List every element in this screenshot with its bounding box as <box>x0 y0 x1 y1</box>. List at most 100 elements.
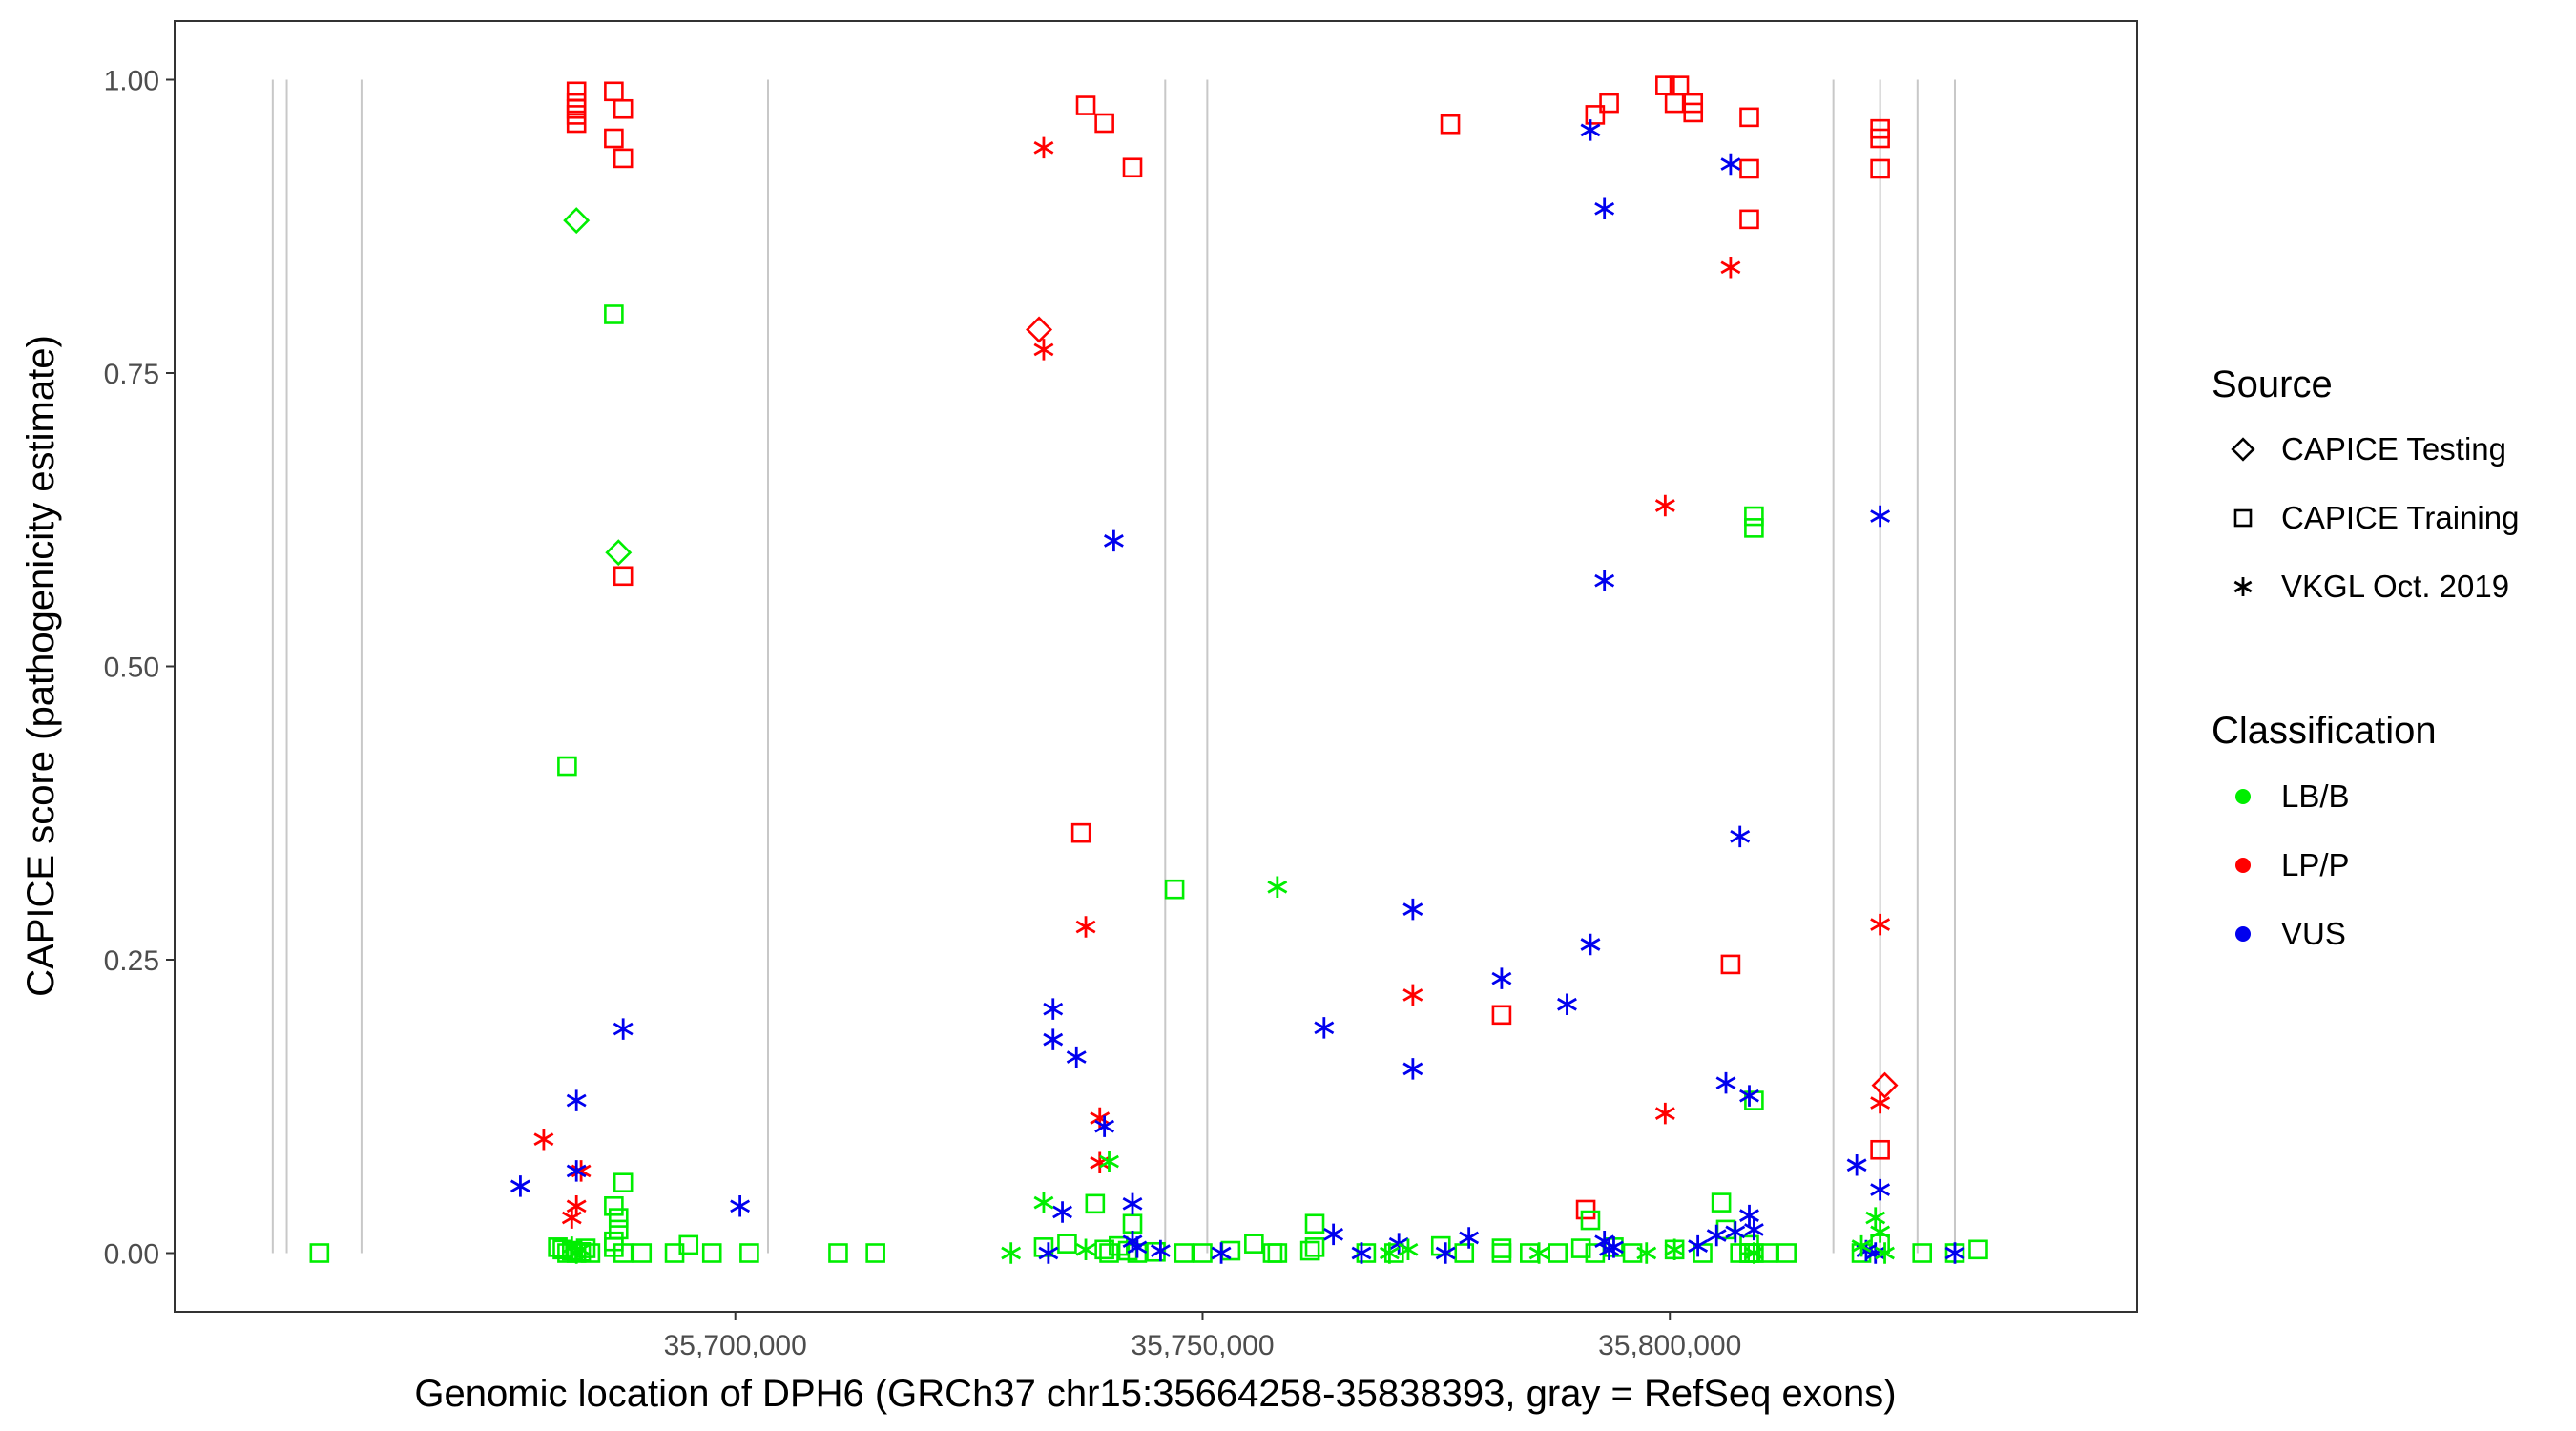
data-point <box>1875 1242 1895 1264</box>
legend-key-diamond <box>2231 437 2255 462</box>
data-point <box>1075 95 1096 115</box>
data-point <box>566 1195 587 1217</box>
data-point <box>739 1243 759 1263</box>
data-point <box>1459 1227 1480 1249</box>
data-point <box>1491 1238 1512 1258</box>
x-tick-label: 35,800,000 <box>1598 1330 1741 1361</box>
data-point <box>1402 898 1423 921</box>
data-point <box>1594 570 1615 591</box>
data-point <box>557 756 577 777</box>
data-point <box>730 1195 751 1217</box>
data-point <box>1912 1243 1933 1263</box>
data-point <box>1440 114 1461 135</box>
data-point <box>1776 1243 1797 1263</box>
data-point <box>1739 107 1759 128</box>
data-point <box>1870 128 1890 149</box>
data-point <box>1730 825 1751 848</box>
data-point <box>1570 1238 1591 1258</box>
x-axis: 35,700,000 35,750,000 35,800,000 <box>664 1312 1741 1361</box>
data-point <box>828 1243 848 1263</box>
y-tick-label: 0.00 <box>104 1239 159 1271</box>
data-point <box>1870 1139 1890 1160</box>
data-point <box>1057 1234 1077 1254</box>
data-point <box>1944 1242 1965 1264</box>
data-point <box>1066 1046 1087 1068</box>
legend-title-source: Source <box>2212 363 2333 405</box>
data-point <box>1739 209 1759 230</box>
data-point <box>1435 1242 1456 1264</box>
data-points <box>309 75 1988 1264</box>
data-point <box>1094 1239 1114 1260</box>
data-point <box>1654 1102 1675 1125</box>
x-axis-label: Genomic location of DPH6 (GRCh37 chr15:3… <box>414 1373 1896 1415</box>
legend-item-label: CAPICE Training <box>2281 500 2519 535</box>
data-point <box>1580 1210 1601 1231</box>
data-point <box>561 1207 582 1229</box>
data-point <box>604 304 624 324</box>
legend-key-asterisk <box>2233 577 2253 596</box>
data-point <box>613 1172 634 1192</box>
data-point <box>1739 1085 1759 1107</box>
data-point <box>1402 984 1423 1006</box>
data-point <box>509 1175 530 1197</box>
data-point <box>1323 1223 1344 1246</box>
data-point <box>1094 113 1114 134</box>
data-point <box>1739 158 1759 179</box>
legend-key-square <box>2233 508 2253 528</box>
data-point <box>1757 1243 1778 1263</box>
data-point <box>1636 1242 1657 1264</box>
data-point <box>701 1243 722 1263</box>
data-point <box>1870 913 1891 936</box>
data-point <box>1720 954 1741 975</box>
data-point <box>1174 1243 1195 1263</box>
data-point <box>1379 1242 1400 1264</box>
data-point <box>1299 1240 1320 1261</box>
data-point <box>1725 1221 1746 1243</box>
data-point <box>566 1089 587 1111</box>
data-point <box>1664 1238 1685 1261</box>
data-point <box>1211 1242 1232 1264</box>
data-point <box>1038 1242 1059 1264</box>
data-point <box>1654 494 1675 517</box>
data-point <box>1402 1058 1423 1080</box>
data-point <box>1580 119 1601 141</box>
data-point <box>613 148 634 169</box>
legend-item-label: VUS <box>2281 916 2346 951</box>
data-point <box>1193 1243 1213 1263</box>
data-point <box>1706 1224 1727 1247</box>
data-point <box>1454 1243 1475 1263</box>
data-point <box>1267 1243 1288 1263</box>
y-axis: 0.00 0.25 0.50 0.75 1.00 <box>104 66 175 1271</box>
data-point <box>1351 1242 1372 1264</box>
data-point <box>1528 1242 1549 1264</box>
data-point <box>1871 1071 1899 1099</box>
data-point <box>1398 1238 1419 1261</box>
data-point <box>1622 1243 1643 1263</box>
y-tick-label: 1.00 <box>104 66 159 97</box>
data-point <box>1739 1204 1759 1227</box>
data-point <box>566 1160 587 1182</box>
data-point <box>1026 316 1053 343</box>
x-tick-label: 35,750,000 <box>1131 1330 1274 1361</box>
data-point <box>1720 257 1741 279</box>
data-point <box>1304 1213 1325 1234</box>
data-point <box>613 98 634 119</box>
data-point <box>632 1243 653 1263</box>
data-point <box>1720 153 1741 176</box>
data-point <box>1548 1243 1568 1263</box>
data-point <box>678 1234 699 1255</box>
data-point <box>1715 1071 1736 1094</box>
data-point <box>1743 1218 1764 1241</box>
y-tick-label: 0.75 <box>104 359 159 390</box>
data-point <box>1743 1242 1764 1264</box>
data-point <box>533 1128 554 1151</box>
legend-item-label: LP/P <box>2281 847 2350 882</box>
legend: Source CAPICE Testing CAPICE Training VKGL … <box>2212 363 2519 951</box>
data-point <box>1575 1199 1596 1220</box>
data-point <box>1267 876 1288 898</box>
data-point <box>309 1243 330 1263</box>
y-tick-label: 0.50 <box>104 653 159 684</box>
data-point <box>1127 1236 1148 1258</box>
legend-key-color <box>2235 858 2251 873</box>
data-point <box>608 1208 629 1228</box>
